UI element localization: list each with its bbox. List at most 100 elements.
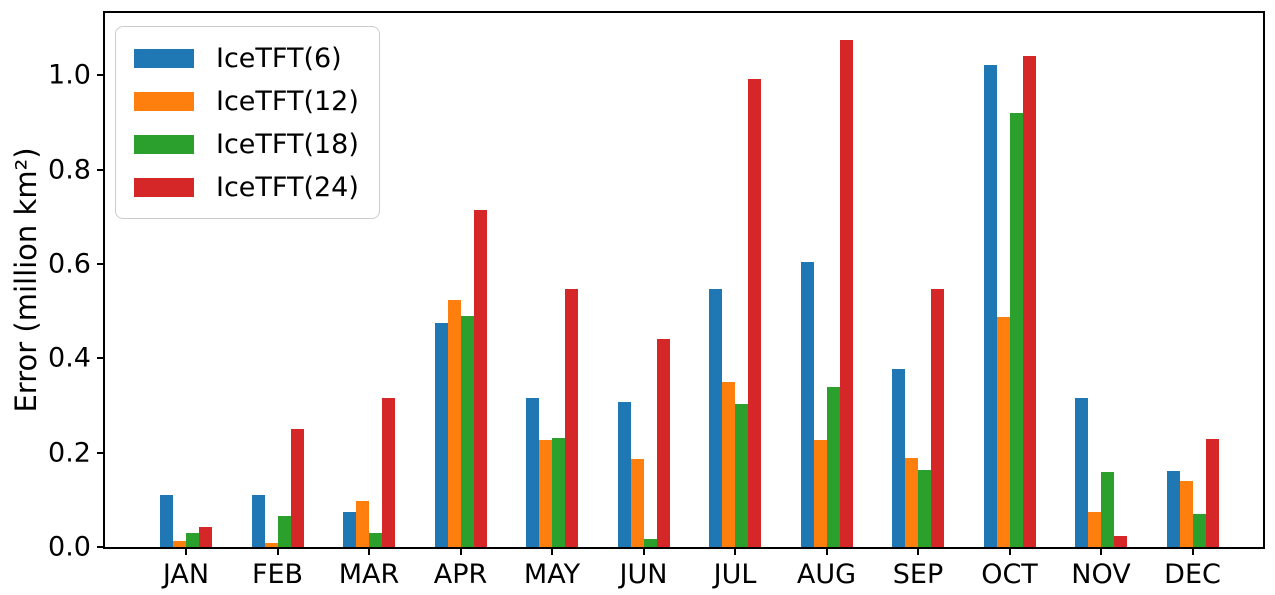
- y-axis-label: Error (million km²): [9, 147, 43, 413]
- x-tick-label-may: MAY: [523, 559, 581, 590]
- plot-area: 0.0 0.2 0.4 0.6 0.8 1.0 JAN FEB MAR APR MAY JUN JUL A…: [48, 11, 1265, 588]
- legend-label: IceTFT(24): [216, 171, 359, 203]
- bar-oct-icetft6: [983, 64, 997, 547]
- bar-may-icetft6: [526, 398, 539, 547]
- x-tick-label-dec: DEC: [1164, 559, 1221, 590]
- bar-dec-icetft24: [1205, 438, 1219, 547]
- bar-apr-icetft24: [473, 209, 487, 547]
- bar-jan-icetft6: [160, 495, 173, 547]
- y-tick-label: 0.0: [48, 531, 91, 563]
- legend-label: IceTFT(6): [216, 42, 342, 74]
- bar-feb-icetft6: [251, 495, 265, 547]
- x-tick-mark: [1191, 547, 1194, 555]
- bar-dec-icetft18: [1192, 513, 1206, 547]
- bar-jan-icetft18: [186, 532, 199, 547]
- legend: IceTFT(6) IceTFT(12) IceTFT(18) IceTFT(24): [115, 26, 380, 219]
- bar-may-icetft12: [539, 439, 552, 547]
- x-tick-label-nov: NOV: [1071, 559, 1131, 590]
- bar-sep-icetft24: [931, 288, 944, 547]
- x-tick-mark: [185, 547, 187, 555]
- bar-jun-icetft24: [656, 338, 670, 547]
- y-tick-mark: [97, 451, 105, 454]
- bar-mar-icetft12: [356, 501, 369, 547]
- bar-jul-icetft24: [748, 79, 761, 547]
- legend-label: IceTFT(18): [216, 128, 359, 160]
- x-tick-mark: [734, 547, 736, 555]
- x-tick-mark: [551, 547, 553, 555]
- x-tick-label-jun: JUN: [619, 559, 668, 590]
- bar-aug-icetft18: [826, 386, 840, 547]
- x-tick-label-apr: APR: [433, 559, 488, 590]
- bar-apr-icetft12: [447, 300, 461, 547]
- y-tick-label: 0.6: [48, 248, 91, 280]
- x-tick-label-mar: MAR: [338, 559, 400, 590]
- y-tick-label: 0.8: [48, 154, 91, 186]
- bar-feb-icetft12: [264, 543, 278, 547]
- bar-apr-icetft6: [434, 322, 448, 547]
- bar-sep-icetft12: [905, 458, 918, 547]
- bar-mar-icetft18: [369, 533, 382, 547]
- bar-nov-icetft24: [1114, 536, 1127, 547]
- legend-swatch-icon: [134, 91, 194, 111]
- bar-nov-icetft12: [1088, 512, 1101, 547]
- bar-aug-icetft12: [813, 440, 827, 547]
- bar-sep-icetft6: [892, 368, 905, 547]
- bar-dec-icetft6: [1166, 470, 1180, 547]
- y-tick-label: 1.0: [48, 59, 91, 91]
- bar-oct-icetft18: [1009, 112, 1023, 547]
- legend-swatch-icon: [134, 48, 194, 68]
- bar-feb-icetft18: [277, 516, 291, 547]
- bar-aug-icetft24: [839, 39, 853, 547]
- x-tick-label-feb: FEB: [251, 559, 304, 590]
- bar-jun-icetft12: [630, 458, 644, 547]
- bar-may-icetft24: [565, 288, 578, 547]
- x-tick-label-jan: JAN: [162, 559, 210, 590]
- bar-mar-icetft6: [343, 511, 356, 547]
- bar-jul-icetft6: [709, 288, 722, 547]
- plot-inner: 0.0 0.2 0.4 0.6 0.8 1.0 JAN FEB MAR APR MAY JUN JUL A…: [48, 13, 1263, 588]
- x-tick-label-jul: JUL: [713, 559, 757, 590]
- bar-oct-icetft24: [1022, 56, 1036, 547]
- x-tick-mark: [1008, 547, 1011, 555]
- bar-jun-icetft6: [617, 402, 631, 547]
- y-tick-mark: [97, 262, 105, 265]
- bar-may-icetft18: [552, 437, 565, 547]
- bar-nov-icetft6: [1075, 397, 1088, 547]
- bar-jul-icetft18: [735, 403, 748, 547]
- bar-oct-icetft12: [996, 316, 1010, 547]
- legend-swatch-icon: [134, 134, 194, 154]
- legend-label: IceTFT(12): [216, 85, 359, 117]
- bar-jun-icetft18: [643, 538, 657, 547]
- y-tick-label: 0.4: [48, 342, 91, 374]
- y-tick-mark: [97, 168, 105, 171]
- bar-aug-icetft6: [800, 262, 814, 547]
- x-tick-mark: [459, 547, 462, 555]
- x-tick-mark: [368, 547, 370, 555]
- legend-item-icetft12: IceTFT(12): [134, 82, 359, 120]
- legend-swatch-icon: [134, 177, 194, 197]
- x-tick-mark: [276, 547, 279, 555]
- legend-item-icetft18: IceTFT(18): [134, 125, 359, 163]
- bar-dec-icetft12: [1179, 480, 1193, 547]
- x-tick-mark: [917, 547, 919, 555]
- legend-item-icetft24: IceTFT(24): [134, 168, 359, 206]
- y-tick-mark: [97, 546, 105, 548]
- y-tick-mark: [97, 74, 105, 77]
- bar-sep-icetft18: [918, 470, 931, 547]
- x-tick-label-aug: AUG: [796, 559, 857, 590]
- x-tick-mark: [825, 547, 828, 555]
- x-tick-label-sep: SEP: [892, 559, 944, 590]
- bar-jul-icetft12: [722, 382, 735, 547]
- x-tick-mark: [1100, 547, 1102, 555]
- bar-jan-icetft24: [199, 527, 212, 547]
- bar-nov-icetft18: [1101, 472, 1114, 547]
- legend-item-icetft6: IceTFT(6): [134, 39, 359, 77]
- bar-mar-icetft24: [382, 398, 395, 547]
- x-tick-mark: [642, 547, 645, 555]
- y-tick-label: 0.2: [48, 437, 91, 469]
- bar-feb-icetft24: [290, 429, 304, 547]
- bar-jan-icetft12: [173, 541, 186, 547]
- bar-apr-icetft18: [460, 315, 474, 547]
- x-tick-label-oct: OCT: [981, 559, 1038, 590]
